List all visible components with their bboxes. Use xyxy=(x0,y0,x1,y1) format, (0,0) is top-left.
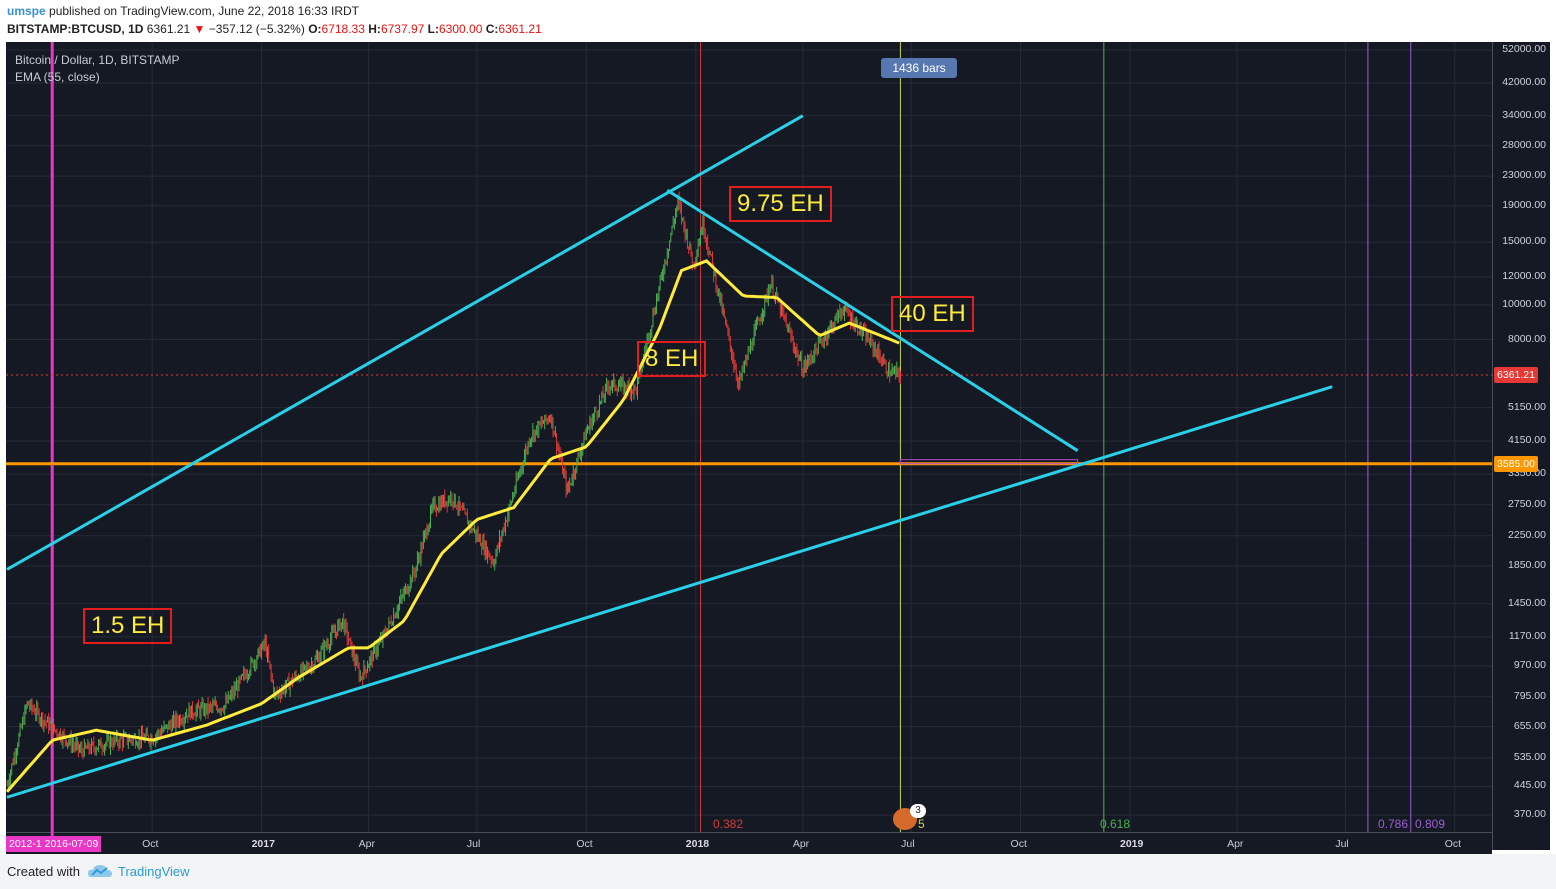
time-axis[interactable] xyxy=(6,832,1492,855)
time-tick-label: Oct xyxy=(576,838,593,850)
time-tick-label: Apr xyxy=(792,838,810,850)
price-tick-label: 42000.00 xyxy=(1502,76,1546,89)
price-tick-label: 15000.00 xyxy=(1502,235,1546,248)
change-value: −357.12 (−5.32%) xyxy=(208,22,305,36)
price-tick-label: 655.00 xyxy=(1513,719,1546,732)
price-tick-label: 2250.00 xyxy=(1508,528,1546,541)
vertical-markers xyxy=(50,42,1412,850)
footer: Created with TradingView xyxy=(0,854,1556,889)
fib-label-extra: 5 xyxy=(918,817,925,831)
series-legend[interactable]: Bitcoin / Dollar, 1D, BITSTAMP xyxy=(15,53,180,67)
time-tick-label: Jul xyxy=(1335,838,1349,850)
tradingview-cloud-icon xyxy=(88,865,112,877)
price-tick-label: 34000.00 xyxy=(1502,108,1546,121)
last-price: 6361.21 xyxy=(146,22,191,36)
price-tick-label: 8000.00 xyxy=(1508,332,1546,345)
level-price-tag: 3585.00 xyxy=(1494,456,1538,472)
current-price-tag: 6361.21 xyxy=(1494,367,1538,383)
trendline-lower-support xyxy=(6,385,1333,799)
time-tick-label: Oct xyxy=(142,838,159,850)
price-tick-label: 535.00 xyxy=(1513,750,1546,763)
price-tick-label: 19000.00 xyxy=(1502,198,1546,211)
ohlc-open: O:6718.33 xyxy=(308,22,365,36)
trendlines xyxy=(6,114,1333,799)
time-tick-label: Oct xyxy=(1010,838,1027,850)
cycle-date-box: 2012-1 2016-07-09 xyxy=(6,836,102,852)
symbol-quote-line: BITSTAMP:BTCUSD, 1D 6361.21 ▼ −357.12 (−… xyxy=(7,22,542,36)
indicator-legend[interactable]: EMA (55, close) xyxy=(15,70,100,84)
created-with-text: Created with xyxy=(7,864,80,879)
price-tick-label: 795.00 xyxy=(1513,689,1546,702)
trendline-descending-resistance xyxy=(666,188,1079,452)
annotation-8-eh[interactable]: 8 EH xyxy=(637,341,707,377)
time-tick-label: Oct xyxy=(1444,838,1462,850)
author-link[interactable]: umspe xyxy=(7,4,46,18)
price-tick-label: 5150.00 xyxy=(1508,400,1546,413)
price-axis[interactable] xyxy=(1492,42,1551,850)
price-tick-label: 1170.00 xyxy=(1508,629,1546,642)
time-tick-label: Jul xyxy=(901,838,915,850)
price-tick-label: 10000.00 xyxy=(1502,298,1546,311)
price-tick-label: 370.00 xyxy=(1513,808,1546,820)
price-tick-label: 1450.00 xyxy=(1508,596,1546,609)
grid-lines xyxy=(6,42,1492,832)
fib-label-0-618: 0.618 xyxy=(1100,817,1131,831)
price-tick-label: 12000.00 xyxy=(1502,269,1546,282)
price-tick-label: 4150.00 xyxy=(1508,434,1546,447)
price-tick-label: 52000.00 xyxy=(1502,43,1546,55)
published-text: published on TradingView.com, June 22, 2… xyxy=(49,4,360,18)
price-tick-label: 1850.00 xyxy=(1508,559,1546,572)
time-tick-label: 2018 xyxy=(685,838,710,850)
fib-label-0-786: 0.786 xyxy=(1378,817,1409,831)
time-tick-label: Jul xyxy=(466,838,481,850)
price-tick-label: 970.00 xyxy=(1513,658,1546,671)
fib-label-0-809: 0.809 xyxy=(1415,817,1446,831)
bars-count-badge: 1436 bars xyxy=(881,58,957,78)
publication-header: umspe published on TradingView.com, June… xyxy=(0,0,1556,42)
ohlc-close: C:6361.21 xyxy=(485,22,542,36)
annotation-9-75-eh[interactable]: 9.75 EH xyxy=(729,186,832,222)
candlesticks xyxy=(6,191,901,789)
time-tick-label: Apr xyxy=(358,838,375,850)
projection-box xyxy=(899,459,1079,465)
ema-line xyxy=(5,259,900,793)
ohlc-low: L:6300.00 xyxy=(427,22,483,36)
price-tick-label: 445.00 xyxy=(1513,779,1546,792)
time-tick-label: 2017 xyxy=(251,838,275,850)
time-tick-label: 2019 xyxy=(1120,838,1144,850)
event-count-badge: 3 xyxy=(910,804,926,818)
time-tick-label: Apr xyxy=(1227,838,1244,850)
annotation-1-5-eh[interactable]: 1.5 EH xyxy=(83,608,173,644)
right-margin xyxy=(1550,42,1556,854)
price-tick-label: 28000.00 xyxy=(1502,138,1546,151)
price-tick-label: 23000.00 xyxy=(1502,169,1546,182)
symbol-name: BITSTAMP:BTCUSD, 1D xyxy=(7,22,144,36)
tradingview-link[interactable]: TradingView xyxy=(118,864,190,879)
ohlc-high: H:6737.97 xyxy=(368,22,425,36)
price-tick-label: 2750.00 xyxy=(1508,497,1546,510)
annotation-40-eh[interactable]: 40 EH xyxy=(891,296,974,332)
change-arrow-icon: ▼ xyxy=(193,22,206,36)
publisher-line: umspe published on TradingView.com, June… xyxy=(7,4,359,18)
horizontal-levels xyxy=(6,374,1492,466)
fib-label-0-382: 0.382 xyxy=(713,817,744,831)
